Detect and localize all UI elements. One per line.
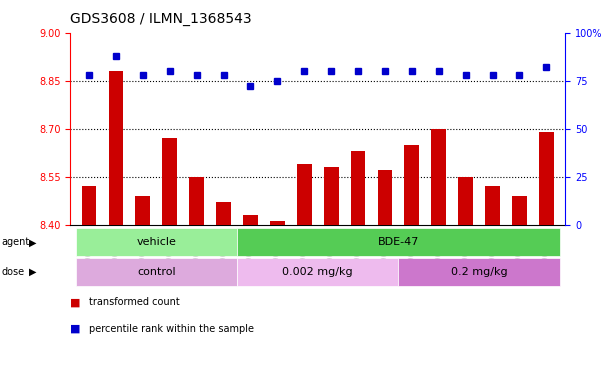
Bar [189,177,204,225]
Text: transformed count: transformed count [89,297,180,307]
Text: 0.2 mg/kg: 0.2 mg/kg [451,267,507,277]
Text: BDE-47: BDE-47 [378,237,419,247]
Text: ▶: ▶ [29,237,37,247]
Bar [270,222,285,225]
Bar [82,186,97,225]
Bar [404,145,419,225]
Bar [351,151,365,225]
Bar [431,129,446,225]
Text: percentile rank within the sample: percentile rank within the sample [89,324,254,334]
Bar [539,132,554,225]
Bar [243,215,258,225]
Text: control: control [137,267,175,277]
Bar [297,164,312,225]
Text: dose: dose [1,267,24,277]
Text: ■: ■ [70,324,81,334]
Bar [512,196,527,225]
Bar [378,170,392,225]
Bar [136,196,150,225]
Bar [458,177,473,225]
Bar [485,186,500,225]
Text: ▶: ▶ [29,267,37,277]
Text: ■: ■ [70,297,81,307]
Text: vehicle: vehicle [136,237,177,247]
Text: GDS3608 / ILMN_1368543: GDS3608 / ILMN_1368543 [70,12,252,25]
Bar [163,138,177,225]
Bar [216,202,231,225]
Text: agent: agent [1,237,29,247]
Bar [109,71,123,225]
Bar [324,167,338,225]
Text: 0.002 mg/kg: 0.002 mg/kg [282,267,353,277]
